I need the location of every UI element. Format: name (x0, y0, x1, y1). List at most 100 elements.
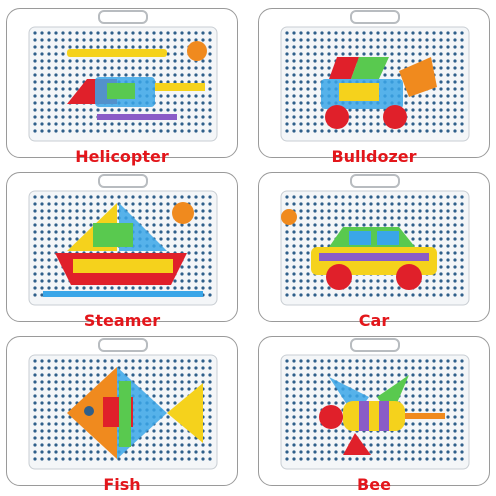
peg-hole (306, 457, 310, 461)
peg-hole (145, 359, 149, 363)
peg-hole (348, 216, 352, 220)
peg-hole (313, 408, 317, 412)
peg-hole (173, 94, 177, 98)
peg-hole (320, 216, 324, 220)
peg-hole (145, 129, 149, 133)
peg-hole (432, 394, 436, 398)
peg-hole (383, 450, 387, 454)
peg-hole (306, 408, 310, 412)
peg-hole (453, 237, 457, 241)
panel-helicopter: Helicopter (6, 8, 238, 166)
peg-hole (33, 87, 37, 91)
peg-hole (299, 122, 303, 126)
peg-hole (439, 73, 443, 77)
peg-hole (418, 31, 422, 35)
peg-hole (173, 380, 177, 384)
peg-hole (390, 380, 394, 384)
peg-hole (110, 66, 114, 70)
peg-hole (446, 272, 450, 276)
peg-hole (446, 443, 450, 447)
peg-hole (166, 195, 170, 199)
peg-hole (376, 380, 380, 384)
peg-hole (145, 436, 149, 440)
peg-hole (96, 450, 100, 454)
peg-hole (369, 443, 373, 447)
peg-hole (432, 195, 436, 199)
peg-hole (208, 373, 212, 377)
peg-hole (425, 380, 429, 384)
peg-hole (145, 387, 149, 391)
peg-hole (348, 122, 352, 126)
peg-hole (187, 129, 191, 133)
peg-hole (306, 293, 310, 297)
peg-hole (33, 443, 37, 447)
peg-hole (341, 45, 345, 49)
peg-hole (159, 443, 163, 447)
peg-hole (460, 73, 464, 77)
peg-hole (313, 94, 317, 98)
peg-hole (313, 244, 317, 248)
peg-hole (306, 73, 310, 77)
peg-hole (390, 216, 394, 220)
peg-hole (138, 59, 142, 63)
peg-hole (159, 59, 163, 63)
peg-hole (173, 279, 177, 283)
peg-hole (439, 293, 443, 297)
peg-hole (180, 373, 184, 377)
peg-hole (54, 59, 58, 63)
peg-hole (201, 31, 205, 35)
peg-hole (432, 223, 436, 227)
peg-hole (47, 108, 51, 112)
peg-hole (404, 59, 408, 63)
peg-hole (446, 80, 450, 84)
peg-hole (432, 408, 436, 412)
peg-hole (362, 293, 366, 297)
peg-hole (299, 244, 303, 248)
peg-hole (208, 38, 212, 42)
peg-hole (40, 286, 44, 290)
peg-hole (54, 108, 58, 112)
peg-hole (145, 59, 149, 63)
peg-hole (110, 457, 114, 461)
peg-hole (418, 373, 422, 377)
peg-hole (453, 129, 457, 133)
peg-hole (397, 450, 401, 454)
peg-hole (320, 52, 324, 56)
peg-hole (390, 59, 394, 63)
peg-hole (432, 45, 436, 49)
peg-hole (320, 195, 324, 199)
peg-hole (54, 408, 58, 412)
peg-hole (208, 66, 212, 70)
peg-hole (313, 80, 317, 84)
peg-hole (33, 380, 37, 384)
peg-hole (96, 359, 100, 363)
peg-hole (439, 202, 443, 206)
peg-hole (208, 394, 212, 398)
peg-hole (61, 73, 65, 77)
peg-hole (75, 359, 79, 363)
peg-hole (306, 31, 310, 35)
peg-hole (453, 31, 457, 35)
peg-hole (75, 286, 79, 290)
fish-tail (167, 383, 203, 443)
peg-hole (320, 66, 324, 70)
peg-hole (201, 457, 205, 461)
peg-hole (292, 422, 296, 426)
peg-hole (47, 31, 51, 35)
peg-hole (313, 38, 317, 42)
peg-hole (145, 366, 149, 370)
peg-hole (327, 401, 331, 405)
peg-hole (152, 387, 156, 391)
peg-hole (208, 429, 212, 433)
peg-hole (439, 31, 443, 35)
peg-hole (355, 52, 359, 56)
peg-hole (453, 66, 457, 70)
peg-hole (96, 373, 100, 377)
peg-hole (194, 237, 198, 241)
peg-hole (124, 73, 128, 77)
peg-hole (40, 265, 44, 269)
peg-hole (194, 450, 198, 454)
engine-piece (339, 83, 379, 101)
peg-hole (460, 422, 464, 426)
peg-hole (159, 223, 163, 227)
